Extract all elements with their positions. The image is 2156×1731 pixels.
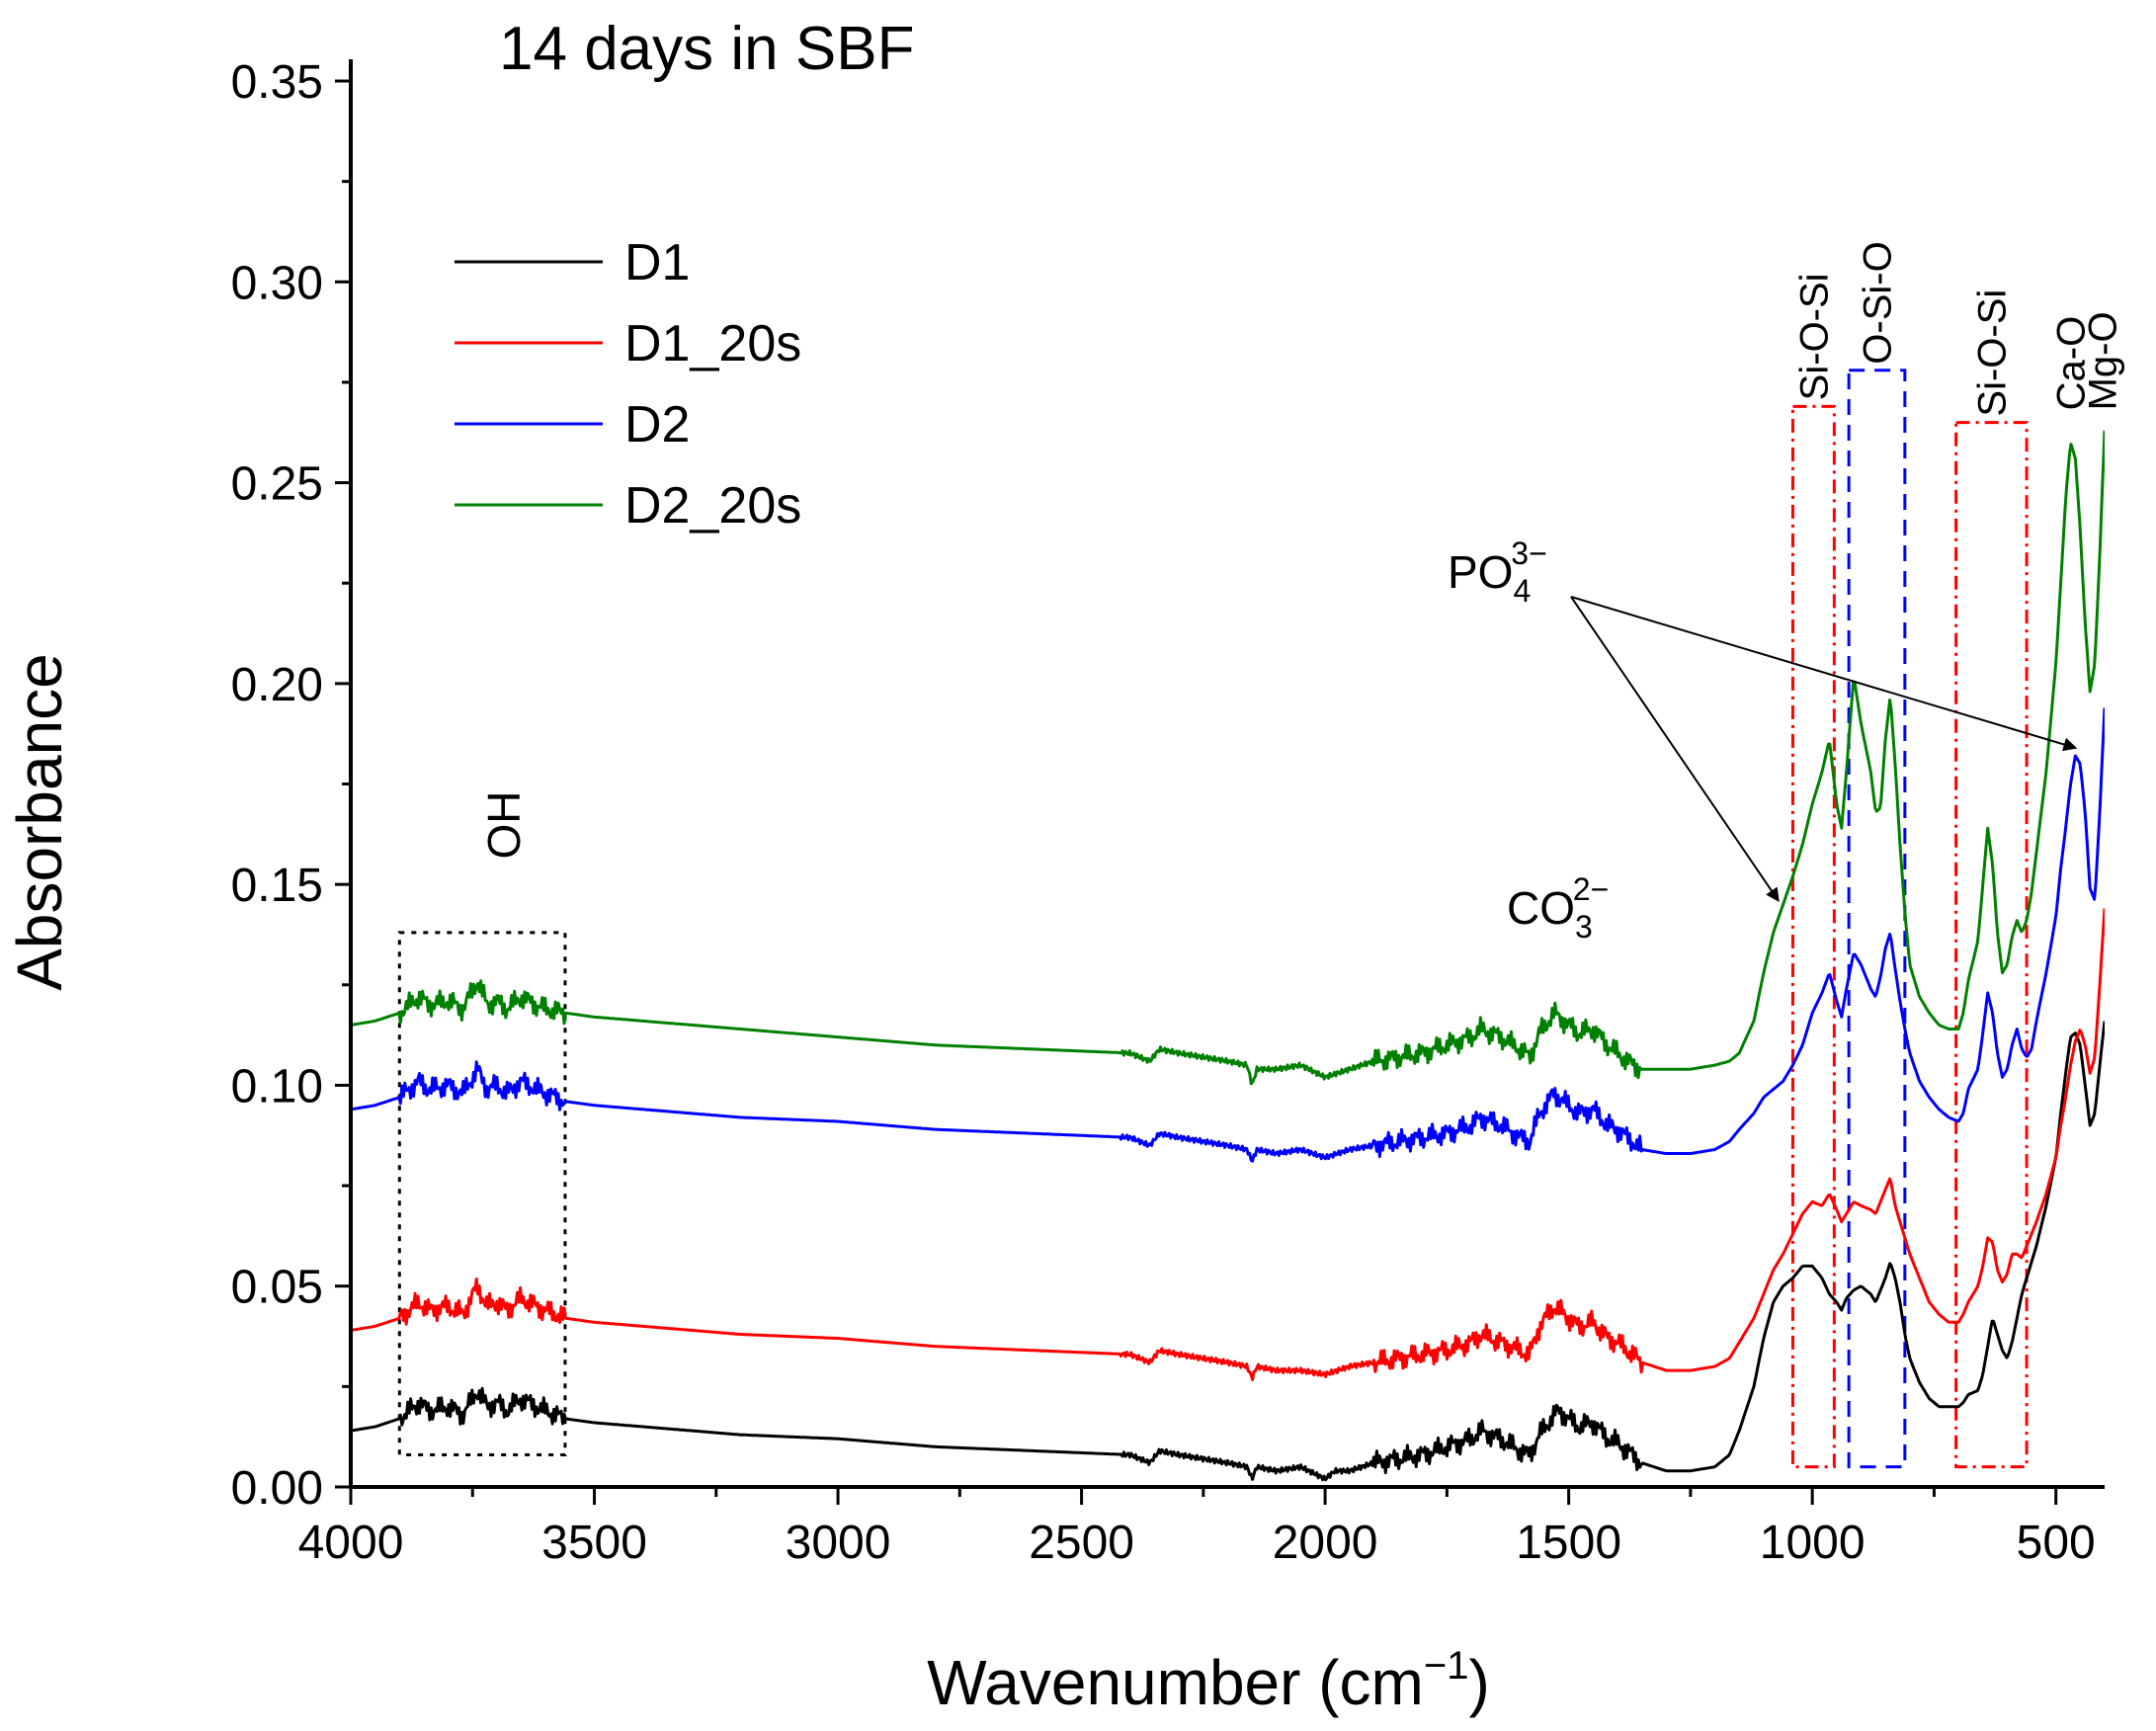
series-line-d2-20s bbox=[351, 430, 2105, 1086]
band-label-3: Si-O-Si bbox=[1970, 289, 2014, 417]
side-label-mg-o: Mg-O bbox=[2082, 311, 2125, 410]
series-line-d2 bbox=[351, 707, 2105, 1163]
co3-superscript: 2− bbox=[1573, 871, 1609, 907]
series-layer bbox=[351, 430, 2105, 1482]
y-tick-label: 0.15 bbox=[231, 860, 323, 912]
po4-superscript: 3− bbox=[1511, 536, 1546, 571]
x-tick-label: 2500 bbox=[1029, 1517, 1134, 1569]
y-tick-label: 0.30 bbox=[231, 257, 323, 309]
oh-region-box bbox=[397, 931, 567, 1456]
x-axis-ticks: 4000 3500 3000 2500 2000 1500 1000 500 bbox=[298, 1487, 2096, 1569]
x-tick-label: 3500 bbox=[541, 1517, 647, 1569]
co3-label: CO32− bbox=[1507, 871, 1609, 945]
po4-base: PO bbox=[1448, 546, 1513, 598]
y-tick-label: 0.35 bbox=[231, 56, 323, 109]
y-tick-label: 0.25 bbox=[231, 458, 323, 511]
po4-arrow-2 bbox=[1570, 596, 2078, 752]
y-axis-ticks: 0.00 0.05 0.10 0.15 0.20 0.25 0.30 0.35 bbox=[231, 56, 351, 1515]
series-line-d1 bbox=[351, 1021, 2105, 1482]
series-line-d1-20s bbox=[351, 908, 2105, 1381]
po4-subscript: 4 bbox=[1513, 573, 1531, 609]
y-tick-label: 0.05 bbox=[231, 1262, 323, 1314]
co3-base: CO bbox=[1507, 882, 1575, 934]
band-label-1: Si-O-Si bbox=[1792, 273, 1836, 400]
legend-label-2: D1_20s bbox=[624, 315, 801, 372]
y-tick-label: 0.10 bbox=[231, 1060, 323, 1113]
po4-label: PO43− bbox=[1448, 536, 1547, 609]
band-label-2: O-Si-O bbox=[1856, 241, 1899, 364]
x-tick-label: 1000 bbox=[1760, 1517, 1866, 1569]
y-tick-label: 0.20 bbox=[231, 659, 323, 711]
legend-label-3: D2 bbox=[624, 396, 690, 453]
x-tick-label: 3000 bbox=[786, 1517, 891, 1569]
oh-label: OH bbox=[478, 791, 530, 860]
legend-label-4: D2_20s bbox=[624, 477, 801, 535]
co3-subscript: 3 bbox=[1575, 909, 1593, 945]
po4-arrow-1 bbox=[1570, 596, 1780, 903]
legend: D1 D1_20s D2 D2_20s bbox=[455, 234, 801, 535]
x-axis-title-close: ) bbox=[1468, 1647, 1489, 1718]
x-axis-title-unit-exponent: −1 bbox=[1424, 1644, 1469, 1688]
x-tick-label: 1500 bbox=[1516, 1517, 1621, 1569]
x-axis-title: Wavenumber (cm−1) bbox=[927, 1644, 1490, 1718]
x-axis-title-main: Wavenumber (cm bbox=[927, 1647, 1424, 1718]
x-tick-label: 500 bbox=[2017, 1517, 2096, 1569]
chart-title: 14 days in SBF bbox=[499, 15, 914, 83]
band-boxes bbox=[1790, 369, 2029, 1469]
band-box-3 bbox=[1954, 421, 2029, 1469]
x-tick-label: 2000 bbox=[1273, 1517, 1378, 1569]
y-axis-title: Absorbance bbox=[4, 653, 75, 991]
band-box-1 bbox=[1790, 404, 1836, 1469]
legend-label-1: D1 bbox=[624, 234, 690, 291]
band-box-2 bbox=[1847, 369, 1907, 1469]
x-tick-label: 4000 bbox=[298, 1517, 404, 1569]
po4-arrows bbox=[1570, 596, 2078, 903]
side-label-ca-o: Ca-O bbox=[2049, 316, 2093, 411]
y-tick-label: 0.00 bbox=[231, 1462, 323, 1515]
band-labels: Si-O-Si O-Si-O Si-O-Si Ca-OMg-O bbox=[1792, 241, 2124, 416]
